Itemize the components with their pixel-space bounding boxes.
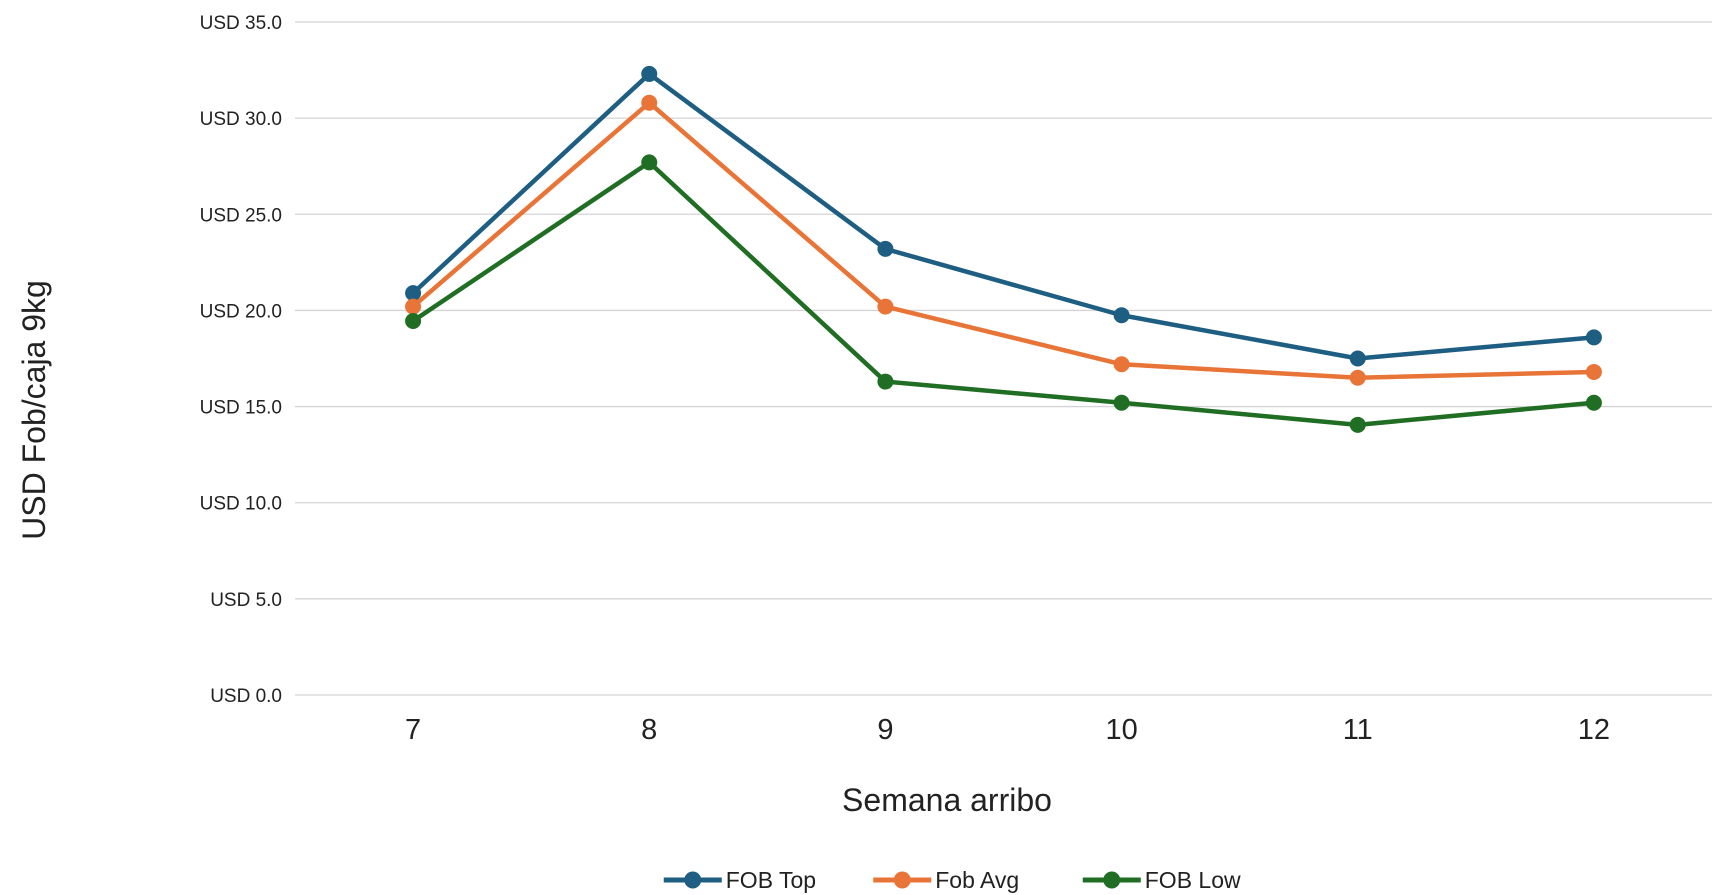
data-point [1349,416,1366,433]
y-tick-label: USD 15.0 [200,398,282,419]
legend-label: Fob Avg [935,867,1019,893]
legend-label: FOB Low [1145,867,1241,893]
data-point [1113,307,1130,324]
y-tick-label: USD 0.0 [210,686,282,707]
data-point [405,285,422,302]
series-line [410,160,1597,428]
x-tick-label: 10 [1105,714,1137,746]
y-tick-label: USD 20.0 [200,301,282,322]
data-point [1585,363,1602,380]
x-tick-labels: 7 8 9 10 11 12 [405,714,1610,746]
legend-marker [1103,871,1121,889]
legend-marker [684,871,702,889]
series-group [405,65,1602,367]
x-tick-label: 8 [641,714,657,746]
x-tick-label: 12 [1578,714,1610,746]
data-point [641,94,658,111]
legend-item: FOB Top [663,867,816,893]
data-point [877,298,894,315]
data-point [1113,356,1130,373]
data-point [877,373,894,390]
x-tick-label: 9 [877,714,893,746]
data-point [1349,369,1366,386]
x-axis-title: Semana arribo [842,782,1052,818]
legend-item: FOB Low [1082,867,1241,893]
legend-label: FOB Top [726,867,816,893]
x-tick-label: 11 [1343,714,1373,746]
data-point [405,313,422,330]
data-point [1113,394,1130,411]
legend: FOB Top Fob Avg FOB Low [663,867,1241,893]
y-axis-title: USD Fob/caja 9kg [16,280,52,540]
legend-item: Fob Avg [873,867,1019,893]
y-tick-label: USD 25.0 [200,205,282,226]
y-tick-label: USD 10.0 [200,494,282,515]
data-point [641,154,658,171]
data-point [877,240,894,257]
series-line [410,100,1597,380]
legend-marker [893,871,911,889]
y-tick-label: USD 30.0 [200,109,282,130]
y-tick-labels: USD 0.0 USD 5.0 USD 10.0 USD 15.0 USD 20.0 US… [200,13,282,707]
series-lines [405,65,1602,433]
series-group [405,154,1602,433]
data-point [1585,394,1602,411]
y-tick-label: USD 35.0 [200,13,282,34]
series-line [410,71,1597,361]
data-point [1349,350,1366,367]
data-point [641,65,658,82]
gridlines [295,21,1712,696]
x-tick-label: 7 [405,714,421,746]
data-point [1585,329,1602,346]
series-group [405,94,1602,386]
data-point [405,298,422,315]
y-tick-label: USD 5.0 [210,590,282,611]
